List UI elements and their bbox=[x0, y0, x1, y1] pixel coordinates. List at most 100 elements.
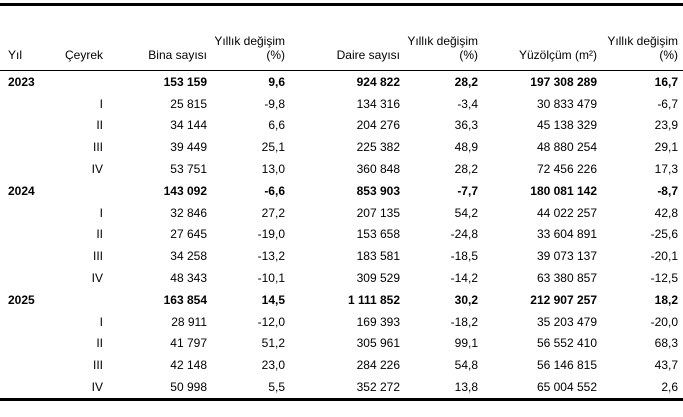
building-count-cell: 34 144 bbox=[170, 118, 207, 133]
year-cell: 2023 bbox=[8, 74, 35, 89]
building-annual-change-cell: 14,5 bbox=[261, 292, 285, 307]
quarter-row: I 32 846 27,2 207 135 54,2 44 022 257 42,8 bbox=[0, 202, 683, 224]
dwelling-annual-change-cell: 48,9 bbox=[454, 140, 478, 155]
floor-area-annual-change-cell: -6,7 bbox=[657, 96, 678, 111]
floor-area-annual-change-cell: -25,6 bbox=[650, 227, 678, 242]
dwelling-count-cell: 153 658 bbox=[356, 227, 400, 242]
dwelling-annual-change-cell: 99,1 bbox=[454, 336, 478, 351]
building-count-cell: 34 258 bbox=[170, 249, 207, 264]
building-annual-change-cell: -13,2 bbox=[257, 249, 285, 264]
floor-area-annual-change-cell: 16,7 bbox=[654, 74, 678, 89]
floor-area-annual-change-cell: -12,5 bbox=[650, 271, 678, 286]
dwelling-count-cell: 305 961 bbox=[356, 336, 400, 351]
floor-area-cell: 33 604 891 bbox=[536, 227, 597, 242]
quarter-cell: II bbox=[96, 336, 103, 351]
dwelling-count-cell: 183 581 bbox=[356, 249, 400, 264]
floor-area-cell: 35 203 479 bbox=[536, 314, 597, 329]
quarter-row: IV 48 343 -10,1 309 529 -14,2 63 380 857 -12,5 bbox=[0, 267, 683, 289]
floor-area-annual-change-cell: 17,3 bbox=[654, 162, 678, 177]
dwelling-count-cell: 207 135 bbox=[356, 205, 400, 220]
col-header-quarter: Çeyrek bbox=[55, 4, 103, 71]
year-cell: 2024 bbox=[8, 183, 35, 198]
floor-area-cell: 56 146 815 bbox=[536, 358, 597, 373]
year-cell bbox=[0, 158, 55, 180]
building-annual-change-cell: -9,8 bbox=[264, 96, 285, 111]
quarter-cell: IV bbox=[91, 271, 103, 286]
floor-area-cell: 212 907 257 bbox=[530, 292, 597, 307]
floor-area-annual-change-cell: -20,1 bbox=[650, 249, 678, 264]
col-header-floor-area-annual-change: Yıllık değişim (%) bbox=[597, 4, 683, 71]
year-cell: 2025 bbox=[8, 292, 35, 307]
quarter-cell: II bbox=[96, 118, 103, 133]
building-annual-change-cell: -19,0 bbox=[257, 227, 285, 242]
quarter-row: III 42 148 23,0 284 226 54,8 56 146 815 43,7 bbox=[0, 354, 683, 376]
building-annual-change-cell: 5,5 bbox=[268, 380, 285, 395]
year-summary-row: 2025 163 854 14,5 1 111 852 30,2 212 907 257 1… bbox=[0, 289, 683, 311]
year-cell bbox=[0, 93, 55, 115]
quarter-row: III 34 258 -13,2 183 581 -18,5 39 073 137 -20,… bbox=[0, 245, 683, 267]
building-count-cell: 53 751 bbox=[170, 162, 207, 177]
floor-area-annual-change-cell: 29,1 bbox=[654, 140, 678, 155]
quarter-row: III 39 449 25,1 225 382 48,9 48 880 254 29,1 bbox=[0, 136, 683, 158]
floor-area-annual-change-cell: 43,7 bbox=[654, 358, 678, 373]
floor-area-cell: 56 552 410 bbox=[536, 336, 597, 351]
dwelling-annual-change-cell: -3,4 bbox=[457, 96, 478, 111]
year-cell bbox=[0, 136, 55, 158]
quarter-cell: III bbox=[92, 140, 103, 155]
floor-area-cell: 65 004 552 bbox=[536, 380, 597, 395]
dwelling-annual-change-cell: 54,2 bbox=[454, 205, 478, 220]
dwelling-annual-change-cell: -18,2 bbox=[450, 314, 478, 329]
floor-area-annual-change-cell: 2,6 bbox=[661, 380, 678, 395]
building-annual-change-cell: -12,0 bbox=[257, 314, 285, 329]
floor-area-annual-change-cell: 18,2 bbox=[654, 292, 678, 307]
quarter-cell: IV bbox=[91, 162, 103, 177]
dwelling-count-cell: 169 393 bbox=[356, 314, 400, 329]
building-annual-change-cell: 9,6 bbox=[268, 74, 285, 89]
quarter-cell bbox=[55, 289, 103, 311]
dwelling-count-cell: 204 276 bbox=[356, 118, 400, 133]
dwelling-annual-change-cell: 36,3 bbox=[454, 118, 478, 133]
building-count-cell: 25 815 bbox=[170, 96, 207, 111]
building-count-cell: 41 797 bbox=[170, 336, 207, 351]
building-annual-change-cell: 6,6 bbox=[268, 118, 285, 133]
floor-area-cell: 44 022 257 bbox=[536, 205, 597, 220]
header-row: Yıl Çeyrek Bina sayısı Yıllık değişim (%… bbox=[0, 4, 683, 71]
quarter-cell bbox=[55, 71, 103, 93]
floor-area-cell: 48 880 254 bbox=[536, 140, 597, 155]
floor-area-cell: 72 456 226 bbox=[536, 162, 597, 177]
dwelling-count-cell: 284 226 bbox=[356, 358, 400, 373]
dwelling-count-cell: 309 529 bbox=[356, 271, 400, 286]
col-header-building-count: Bina sayısı bbox=[103, 4, 207, 71]
floor-area-cell: 180 081 142 bbox=[530, 183, 597, 198]
building-count-cell: 153 159 bbox=[163, 74, 207, 89]
quarter-row: I 28 911 -12,0 169 393 -18,2 35 203 479 -20,0 bbox=[0, 311, 683, 333]
col-header-floor-area: Yüzölçüm (m²) bbox=[478, 4, 597, 71]
year-cell bbox=[0, 376, 55, 399]
quarter-row: I 25 815 -9,8 134 316 -3,4 30 833 479 -6,7 bbox=[0, 93, 683, 115]
building-statistics-table: Yıl Çeyrek Bina sayısı Yıllık değişim (%… bbox=[0, 3, 683, 401]
floor-area-cell: 39 073 137 bbox=[536, 249, 597, 264]
year-summary-row: 2023 153 159 9,6 924 822 28,2 197 308 289 16,7 bbox=[0, 71, 683, 93]
building-annual-change-cell: 13,0 bbox=[261, 162, 285, 177]
quarter-cell: I bbox=[99, 314, 103, 329]
building-count-cell: 48 343 bbox=[170, 271, 207, 286]
col-header-building-annual-change: Yıllık değişim (%) bbox=[207, 4, 285, 71]
quarter-row: IV 53 751 13,0 360 848 28,2 72 456 226 17,3 bbox=[0, 158, 683, 180]
quarter-cell: II bbox=[96, 227, 103, 242]
floor-area-cell: 30 833 479 bbox=[536, 96, 597, 111]
dwelling-count-cell: 352 272 bbox=[356, 380, 400, 395]
dwelling-annual-change-cell: 28,2 bbox=[454, 74, 478, 89]
col-header-year: Yıl bbox=[0, 4, 55, 71]
year-cell bbox=[0, 224, 55, 246]
col-header-dwelling-count: Daire sayısı bbox=[285, 4, 400, 71]
quarter-row: II 41 797 51,2 305 961 99,1 56 552 410 68,3 bbox=[0, 333, 683, 355]
dwelling-annual-change-cell: 30,2 bbox=[454, 292, 478, 307]
year-summary-row: 2024 143 092 -6,6 853 903 -7,7 180 081 142 -8,… bbox=[0, 180, 683, 202]
dwelling-count-cell: 134 316 bbox=[356, 96, 400, 111]
dwelling-annual-change-cell: -14,2 bbox=[450, 271, 478, 286]
table-body: 2023 153 159 9,6 924 822 28,2 197 308 289 16,7… bbox=[0, 71, 683, 400]
floor-area-cell: 45 138 329 bbox=[536, 118, 597, 133]
dwelling-annual-change-cell: -24,8 bbox=[450, 227, 478, 242]
quarter-cell: I bbox=[99, 96, 103, 111]
dwelling-annual-change-cell: 54,8 bbox=[454, 358, 478, 373]
